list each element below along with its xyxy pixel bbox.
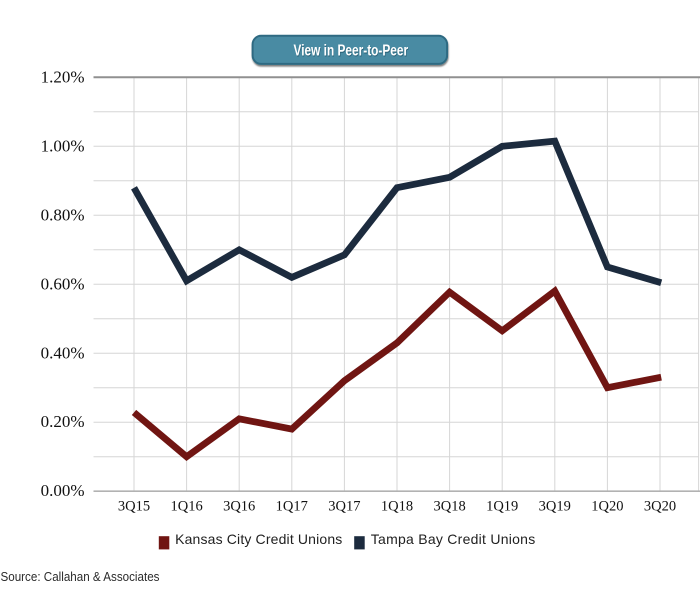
svg-text:0.00%: 0.00%	[41, 481, 85, 500]
svg-text:3Q17: 3Q17	[328, 499, 360, 515]
svg-text:3Q20: 3Q20	[644, 499, 676, 515]
svg-text:Kansas City Credit Unions: Kansas City Credit Unions	[175, 531, 342, 547]
svg-text:Tampa Bay Credit Unions: Tampa Bay Credit Unions	[371, 531, 535, 547]
svg-text:3Q16: 3Q16	[223, 499, 255, 515]
svg-text:0.80%: 0.80%	[41, 205, 85, 224]
svg-text:Source: Callahan & Associates: Source: Callahan & Associates	[1, 569, 160, 584]
svg-text:3Q19: 3Q19	[539, 499, 571, 515]
svg-text:View in Peer-to-Peer: View in Peer-to-Peer	[294, 44, 409, 61]
svg-text:1Q20: 1Q20	[591, 499, 623, 515]
svg-text:1Q17: 1Q17	[276, 499, 308, 515]
svg-text:1.00%: 1.00%	[41, 136, 85, 155]
svg-text:1Q18: 1Q18	[381, 499, 413, 515]
svg-text:0.20%: 0.20%	[41, 412, 85, 431]
svg-text:0.40%: 0.40%	[41, 343, 85, 362]
svg-text:1Q16: 1Q16	[170, 499, 202, 515]
svg-text:1.20%: 1.20%	[41, 67, 85, 86]
svg-text:1Q19: 1Q19	[486, 499, 518, 515]
svg-text:View in Peer-to-Peer: View in Peer-to-Peer	[294, 43, 409, 60]
svg-text:3Q18: 3Q18	[433, 499, 465, 515]
svg-text:3Q15: 3Q15	[118, 499, 150, 515]
svg-text:0.60%: 0.60%	[41, 274, 85, 293]
